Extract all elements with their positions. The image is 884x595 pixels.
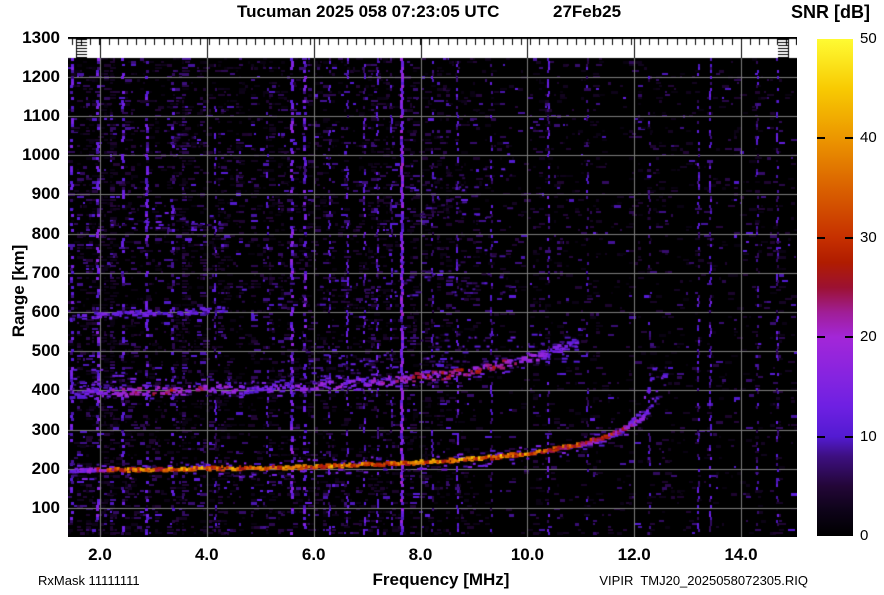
rx-mask-label: RxMask 11111111 [38, 573, 140, 588]
y-tick-label: 300 [31, 419, 60, 439]
x-axis-label: Frequency [MHz] [372, 570, 510, 589]
colorbar-tick-mark [845, 137, 853, 140]
colorbar-tick-mark [817, 236, 825, 239]
colorbar-tick-label: 30 [860, 228, 877, 246]
y-tick-label: 700 [31, 262, 60, 282]
y-tick-label: 600 [31, 302, 60, 321]
x-tick-label: 4.0 [194, 545, 219, 564]
colorbar-tick-mark [817, 336, 825, 339]
colorbar-tick-mark [845, 435, 853, 438]
x-tick-label: 10.0 [510, 545, 544, 564]
x-tick-label: 2.0 [88, 545, 112, 564]
y-tick-label: 900 [31, 184, 60, 204]
y-tick-label: 1300 [22, 27, 60, 47]
ionogram-plot-area [68, 37, 797, 537]
y-tick-label: 1000 [22, 145, 60, 165]
y-axis-label: Range [km] [9, 244, 28, 338]
colorbar-tick-mark [845, 336, 853, 339]
y-tick-label: 200 [31, 458, 60, 478]
x-tick-label: 6.0 [301, 545, 326, 564]
colorbar-tick-label: 50 [860, 30, 877, 47]
y-tick-label: 800 [31, 223, 60, 243]
plot-date: 27Feb25 [553, 2, 622, 21]
colorbar-tick-label: 40 [860, 129, 877, 147]
snr-colorbar [817, 39, 853, 536]
y-tick-label: 1200 [22, 66, 60, 86]
colorbar-tick-label: 10 [860, 427, 877, 445]
colorbar-tick-label: 0 [860, 527, 869, 544]
colorbar-tick-mark [817, 137, 825, 140]
colorbar-tick-label: 20 [860, 328, 877, 346]
colorbar-tick-mark [845, 236, 853, 239]
file-name-label: VIPIR TMJ20_2025058072305.RIQ [599, 573, 808, 588]
x-tick-label: 8.0 [408, 545, 433, 564]
plot-title: Tucuman 2025 058 07:23:05 UTC [237, 2, 500, 21]
y-tick-label: 100 [31, 498, 60, 517]
y-tick-label: 400 [31, 380, 60, 400]
x-tick-label: 12.0 [617, 545, 651, 564]
x-tick-label: 14.0 [724, 545, 758, 564]
colorbar-title: SNR [dB] [791, 2, 870, 22]
colorbar-tick-mark [817, 435, 825, 438]
y-tick-label: 1100 [23, 106, 60, 125]
y-tick-label: 500 [31, 341, 60, 361]
